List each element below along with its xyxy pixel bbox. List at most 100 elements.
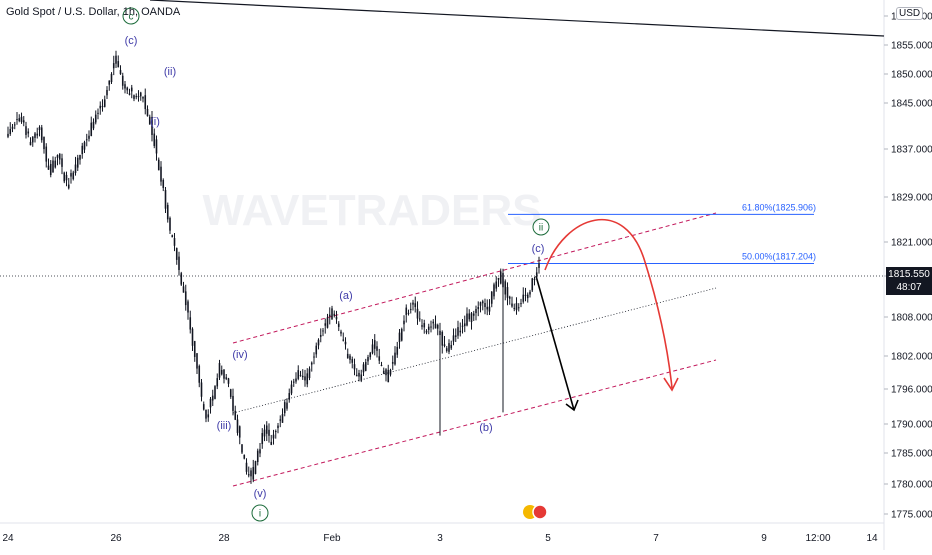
candle-body bbox=[452, 335, 455, 342]
candle-body bbox=[18, 118, 21, 121]
candle-body bbox=[211, 395, 214, 401]
time-axis-tick-label: 14 bbox=[866, 533, 878, 544]
candle-body bbox=[344, 341, 347, 345]
candle-body bbox=[279, 419, 282, 421]
candle-body bbox=[448, 343, 450, 352]
candle-body bbox=[405, 307, 408, 315]
candle-body bbox=[200, 382, 203, 397]
wave-label: (ii) bbox=[164, 66, 176, 78]
candle-body bbox=[520, 303, 522, 305]
candle-body bbox=[281, 414, 284, 423]
candle-body bbox=[40, 127, 43, 141]
last-price-tag: 1815.550 48:07 bbox=[886, 267, 932, 295]
candle-body bbox=[9, 129, 12, 134]
candle-body bbox=[220, 370, 223, 375]
candle-body bbox=[76, 157, 79, 168]
candle-body bbox=[128, 93, 131, 95]
candle-body bbox=[173, 238, 176, 246]
candle-body bbox=[94, 114, 97, 123]
candle-body bbox=[110, 73, 113, 83]
candle-body bbox=[538, 263, 540, 268]
candle-body bbox=[245, 462, 248, 472]
candle-body bbox=[461, 325, 464, 327]
time-axis-tick-label: 24 bbox=[2, 533, 14, 544]
candle-body bbox=[272, 434, 275, 439]
candle-body bbox=[214, 386, 216, 399]
candle-body bbox=[353, 364, 356, 370]
price-axis-tick-label: 1796.000 bbox=[891, 385, 932, 396]
candle-body bbox=[407, 312, 410, 314]
candle-body bbox=[191, 328, 194, 346]
candle-body bbox=[472, 313, 475, 316]
candle-body bbox=[328, 314, 331, 317]
candle-body bbox=[187, 301, 189, 313]
candle-body bbox=[308, 368, 311, 379]
candle-body bbox=[400, 328, 403, 341]
candle-body bbox=[198, 365, 201, 383]
candle-body bbox=[146, 108, 149, 117]
circled-wave-label: i bbox=[259, 509, 261, 520]
candle-body bbox=[216, 378, 219, 387]
symbol-title[interactable]: Gold Spot / U.S. Dollar, 1h, OANDA bbox=[6, 6, 181, 18]
candle-body bbox=[63, 172, 66, 182]
candle-body bbox=[209, 398, 212, 408]
candle-body bbox=[56, 155, 59, 158]
candle-body bbox=[529, 291, 531, 295]
candle-body bbox=[47, 165, 50, 170]
circled-wave-marker bbox=[532, 218, 550, 236]
candle-body bbox=[502, 273, 504, 288]
candle-body bbox=[153, 133, 156, 146]
candle-body bbox=[101, 106, 104, 108]
candle-body bbox=[367, 357, 369, 362]
candle-body bbox=[234, 410, 237, 420]
time-axis-tick-label: 5 bbox=[545, 533, 551, 544]
candle-body bbox=[268, 429, 270, 436]
candle-body bbox=[189, 317, 192, 330]
candle-body bbox=[490, 291, 493, 304]
candle-body bbox=[463, 323, 466, 327]
candle-body bbox=[297, 370, 300, 379]
candle-body bbox=[135, 96, 138, 98]
circled-wave-marker bbox=[122, 7, 140, 25]
wave-label: (i) bbox=[150, 116, 160, 128]
candle-body bbox=[137, 96, 140, 98]
currency-badge[interactable]: USD bbox=[896, 7, 924, 20]
time-axis-tick-label: 12:00 bbox=[805, 533, 830, 544]
candle-body bbox=[256, 450, 259, 463]
candle-body bbox=[378, 356, 381, 361]
candle-body bbox=[117, 61, 120, 68]
candle-body bbox=[358, 372, 360, 377]
candle-body bbox=[61, 158, 63, 167]
candle-body bbox=[25, 126, 27, 135]
price-axis-tick-label: 1790.000 bbox=[891, 420, 932, 431]
price-axis-tick-label: 1837.000 bbox=[891, 145, 932, 156]
candle-body bbox=[481, 301, 484, 304]
candle-body bbox=[31, 136, 34, 143]
time-axis-tick-label: 28 bbox=[218, 533, 230, 544]
candle-body bbox=[205, 409, 207, 419]
channel-mid-line bbox=[232, 287, 717, 414]
candle-body bbox=[157, 159, 160, 171]
candle-body bbox=[16, 119, 18, 121]
candle-body bbox=[92, 121, 95, 129]
candle-body bbox=[13, 124, 16, 126]
candle-body bbox=[515, 303, 518, 311]
candle-body bbox=[369, 352, 372, 358]
candle-body bbox=[74, 164, 77, 174]
candle-body bbox=[533, 278, 536, 280]
candle-body bbox=[283, 402, 286, 414]
candle-body bbox=[121, 75, 124, 86]
projection-arrow-red bbox=[544, 218, 673, 389]
time-axis-tick-label: 3 bbox=[437, 533, 443, 544]
price-axis[interactable]: 1775.000 1780.000 1785.000 1790.000 1796.000… bbox=[884, 12, 932, 521]
candle-body bbox=[247, 474, 250, 476]
candle-body bbox=[252, 467, 255, 480]
wave-label: (v) bbox=[254, 488, 267, 500]
candle-body bbox=[58, 153, 61, 160]
candle-body bbox=[45, 146, 48, 162]
candle-body bbox=[326, 317, 329, 328]
candle-body bbox=[288, 393, 291, 400]
